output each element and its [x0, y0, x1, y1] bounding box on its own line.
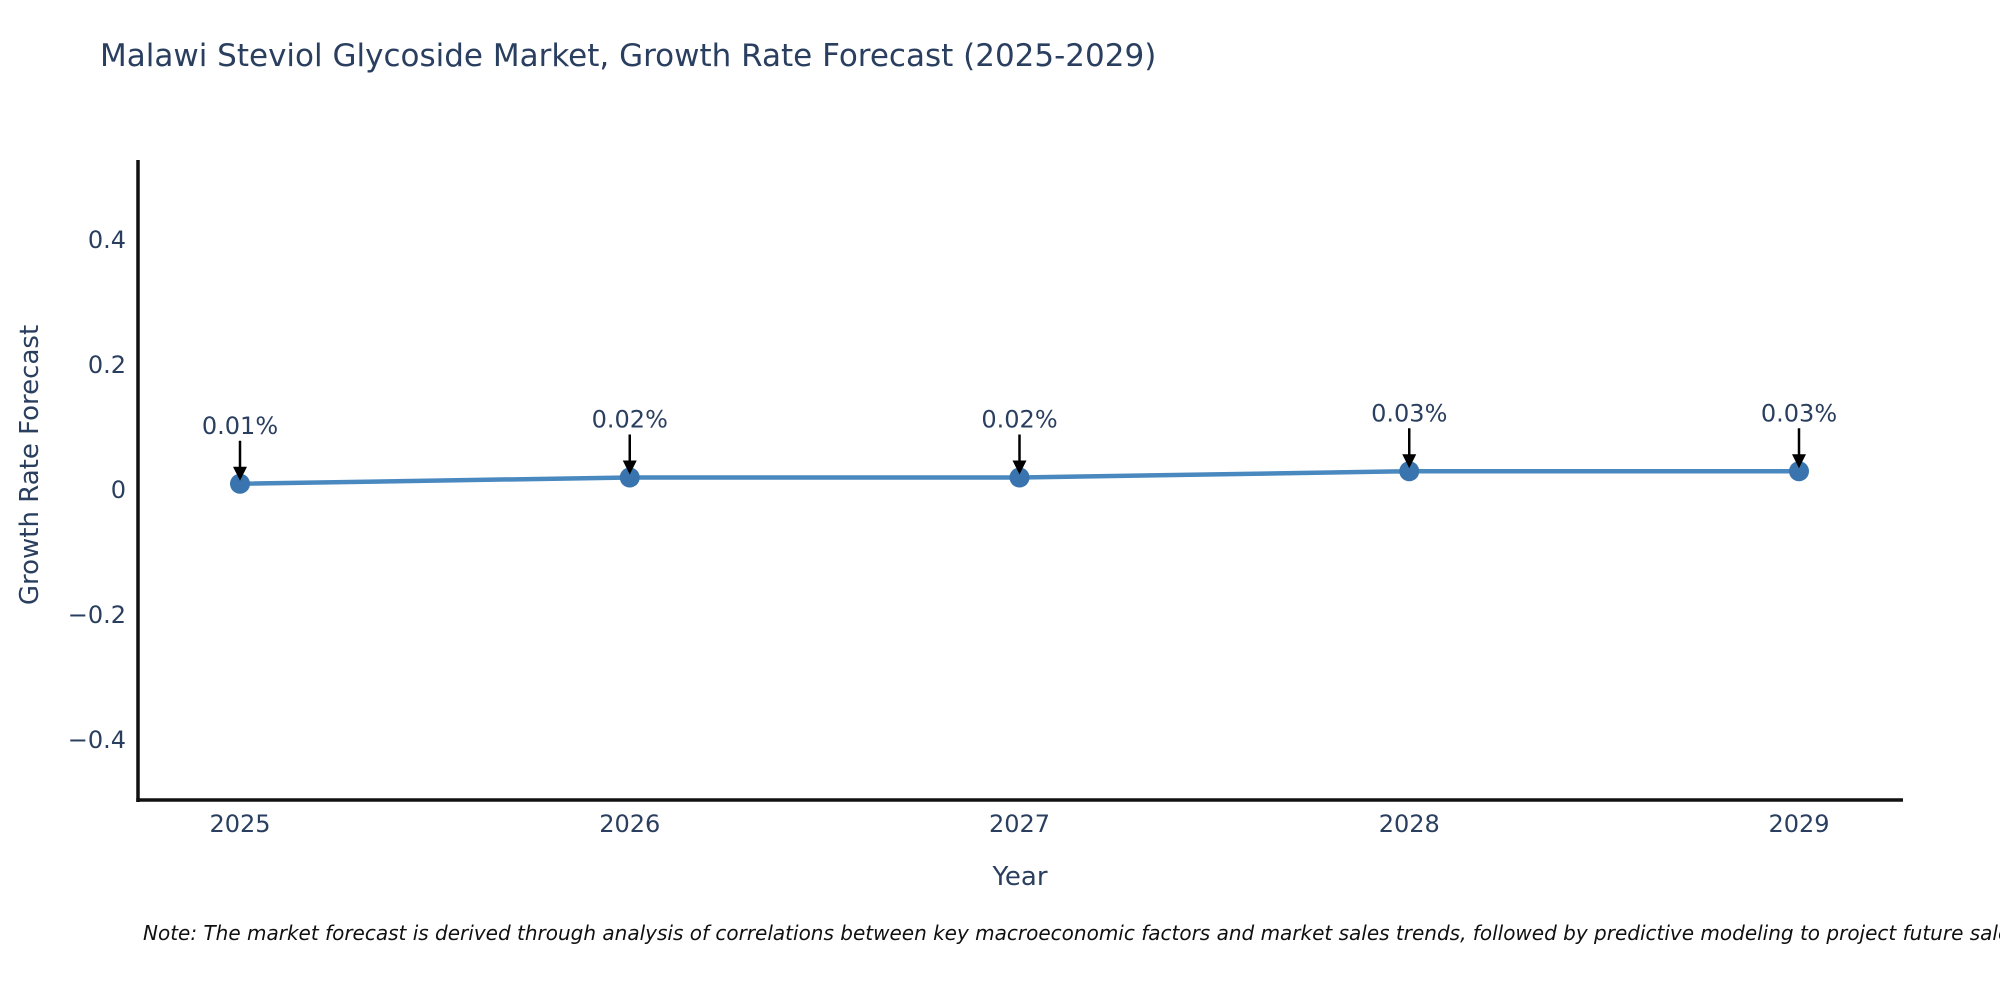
data-point-2025[interactable] — [230, 473, 250, 494]
point-value-label: 0.03% — [1761, 399, 1837, 427]
annotation-arrowhead — [1402, 454, 1417, 469]
y-tick-label: 0 — [111, 476, 126, 504]
x-tick-label: 2025 — [209, 810, 270, 838]
x-tick-label: 2027 — [989, 810, 1050, 838]
annotation-arrowhead — [1792, 454, 1806, 469]
chart-title: Malawi Steviol Glycoside Market, Growth … — [100, 38, 1157, 74]
y-tick-label: 0.4 — [88, 226, 126, 254]
x-axis-title: Year — [992, 862, 1048, 892]
x-tick-label: 2028 — [1379, 810, 1440, 838]
data-point-2027[interactable] — [1009, 467, 1030, 488]
data-point-2026[interactable] — [619, 467, 640, 488]
y-axis-title: Growth Rate Forecast — [15, 324, 45, 606]
point-value-label: 0.03% — [1371, 399, 1447, 427]
x-tick-label: 2026 — [599, 810, 660, 838]
x-tick-label: 2029 — [1768, 810, 1829, 838]
annotation-arrowhead — [233, 466, 247, 481]
data-point-2028[interactable] — [1399, 461, 1420, 482]
annotation-arrowhead — [1012, 460, 1027, 475]
y-tick-label: 0.2 — [88, 351, 126, 379]
footnote: Note: The market forecast is derived thr… — [143, 921, 2000, 945]
point-value-label: 0.01% — [202, 412, 278, 440]
y-tick-label: −0.2 — [68, 601, 126, 629]
point-value-label: 0.02% — [981, 406, 1057, 434]
point-value-label: 0.02% — [592, 406, 668, 434]
annotation-arrowhead — [622, 460, 637, 475]
data-point-2029[interactable] — [1789, 461, 1809, 482]
footnote-text: Note: The market forecast is derived thr… — [143, 921, 2000, 945]
y-tick-label: −0.4 — [68, 726, 126, 754]
